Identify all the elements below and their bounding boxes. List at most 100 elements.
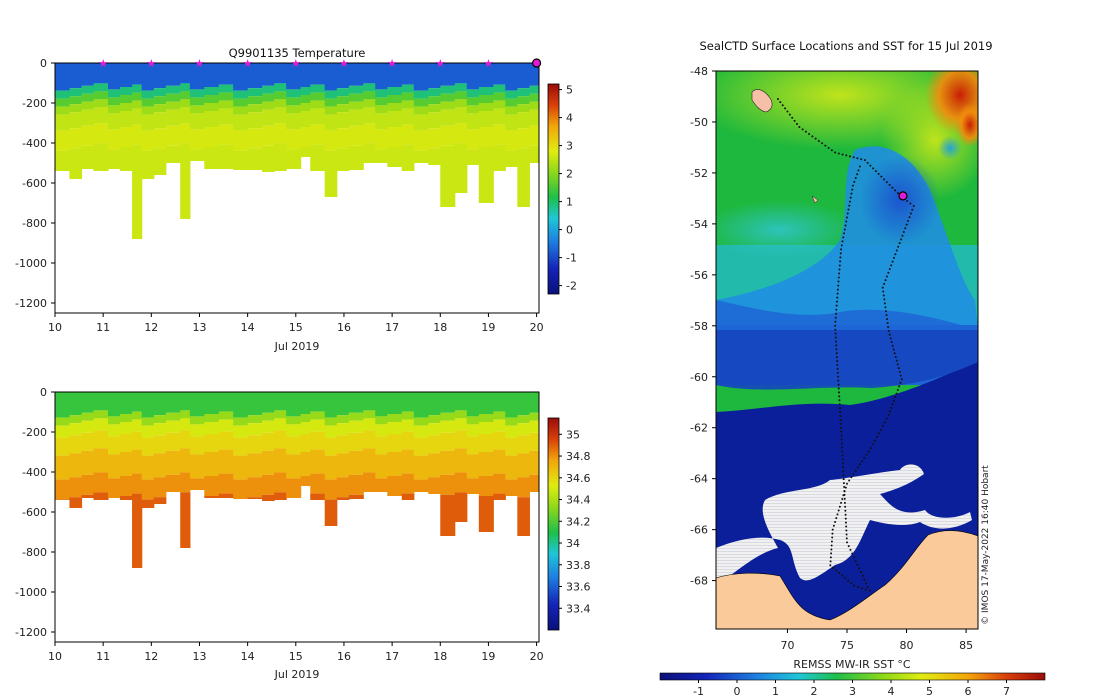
profile-column: [132, 392, 143, 568]
section-cell: [141, 392, 155, 418]
section-cell: [262, 101, 275, 110]
section-cell: [180, 123, 191, 144]
section-cell: [454, 430, 468, 449]
track-point: [829, 556, 832, 559]
section-cell: [454, 492, 468, 522]
track-point: [881, 286, 884, 289]
track-point: [898, 242, 901, 245]
section-cell: [493, 124, 506, 145]
section-cell: [189, 129, 205, 150]
section-cell: [300, 392, 311, 414]
track-point: [786, 110, 789, 113]
map-latitude-axis: -48 -50 -52 -54 -56 -58 -60 -62 -64 -66 -68: [690, 65, 716, 588]
track-point: [836, 363, 839, 366]
section-cell: [141, 417, 155, 426]
track-point: [856, 157, 859, 160]
section-cell: [413, 425, 429, 438]
section-cell: [428, 88, 441, 97]
section-cell: [107, 129, 121, 150]
section-cell: [505, 63, 518, 91]
track-point: [882, 294, 885, 297]
track-point: [897, 245, 900, 248]
section-cell: [387, 95, 403, 103]
track-point: [866, 161, 869, 164]
colorbar-tick-label: 2: [566, 168, 573, 181]
section-cell: [505, 106, 518, 115]
section-cell: [247, 453, 263, 478]
lon-tick-label: 85: [959, 639, 973, 652]
track-point: [793, 119, 796, 122]
track-point: [872, 167, 875, 170]
section-cell: [165, 145, 181, 163]
section-cell: [428, 415, 441, 424]
section-cell: [529, 412, 539, 421]
section-cell: [529, 474, 539, 492]
track-point: [837, 375, 840, 378]
section-cell: [204, 127, 220, 147]
section-cell: [93, 91, 109, 100]
salinity-colorbar: [547, 417, 560, 631]
section-cell: [336, 435, 350, 454]
section-cell: [529, 450, 539, 475]
section-cell: [466, 392, 480, 417]
section-cell: [505, 392, 518, 418]
section-cell: [440, 101, 456, 110]
section-cell: [262, 392, 275, 413]
colorbar-tick-label: 33.4: [566, 602, 591, 615]
track-point: [879, 428, 882, 431]
sst-cyan-west: [716, 200, 860, 260]
section-cell: [413, 150, 429, 163]
section-cell: [363, 83, 376, 92]
section-cell: [517, 148, 530, 207]
profile-column: [348, 392, 364, 499]
section-cell: [505, 130, 518, 151]
lon-tick-label: 75: [840, 639, 854, 652]
section-cell: [107, 149, 121, 169]
track-point: [856, 173, 859, 176]
colorbar-tick-label: 33.8: [566, 559, 591, 572]
x-tick-label: 14: [241, 650, 255, 663]
section-cell: [107, 113, 121, 130]
section-cell: [324, 425, 338, 438]
profile-column: [505, 392, 518, 496]
track-point: [867, 450, 870, 453]
section-cell: [401, 449, 415, 474]
section-cell: [401, 493, 415, 500]
track-point: [817, 139, 820, 142]
section-cell: [55, 437, 71, 456]
section-cell: [262, 420, 275, 433]
track-point: [864, 588, 867, 591]
track-point: [850, 476, 853, 479]
profile-column: [493, 392, 506, 500]
profile-column: [363, 63, 376, 163]
section-cell: [55, 150, 71, 171]
profile-column: [310, 392, 326, 500]
track-point: [824, 144, 827, 147]
section-cell: [466, 113, 480, 130]
section-cell: [466, 97, 480, 106]
section-cell: [107, 63, 121, 90]
track-point: [840, 426, 843, 429]
section-cell: [274, 143, 287, 171]
section-cell: [375, 129, 388, 150]
track-point: [891, 186, 894, 189]
track-point: [884, 279, 887, 282]
section-cell: [310, 84, 326, 93]
track-point: [842, 474, 845, 477]
section-cell: [120, 147, 133, 171]
lat-tick-label: -68: [690, 575, 708, 588]
track-point: [850, 192, 853, 195]
y-tick-label: -200: [22, 426, 47, 439]
section-cell: [93, 83, 109, 92]
track-point: [843, 486, 846, 489]
profile-column: [262, 63, 275, 172]
track-point: [841, 498, 844, 501]
section-cell: [69, 415, 83, 424]
section-cell: [233, 417, 249, 426]
section-cell: [428, 435, 441, 454]
track-point: [843, 497, 846, 500]
track-point: [884, 310, 887, 313]
section-cell: [428, 477, 441, 494]
section-cell: [375, 436, 388, 455]
section-cell: [153, 415, 167, 424]
